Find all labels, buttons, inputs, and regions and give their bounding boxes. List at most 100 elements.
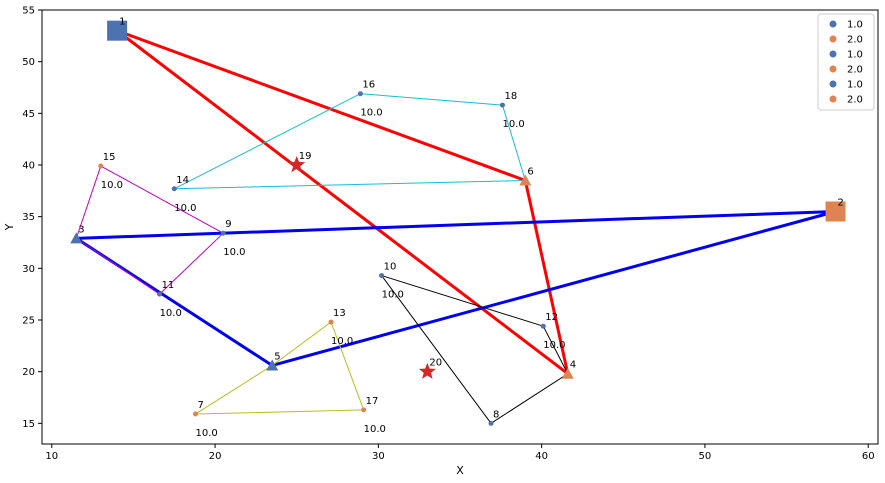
route-3-edge — [100, 165, 224, 234]
node-label-1: 1 — [119, 17, 125, 28]
node-label-11: 11 — [162, 280, 175, 291]
node-label-14: 14 — [176, 175, 189, 186]
route-3-edge — [76, 237, 160, 295]
node-label-18: 18 — [504, 91, 517, 102]
edge-weight-label: 10.0 — [174, 203, 196, 214]
route-5-edge — [381, 275, 492, 424]
x-tick-label: 20 — [209, 451, 222, 462]
y-tick-label: 25 — [22, 316, 35, 327]
node-label-20: 20 — [429, 358, 442, 369]
plot-frame — [41, 9, 879, 445]
route-5-edge — [542, 325, 569, 374]
edge-weight-label: 10.0 — [195, 428, 217, 439]
edge-weight-label: 10.0 — [160, 308, 182, 319]
y-tick-label: 30 — [22, 264, 35, 275]
y-tick-label: 15 — [22, 419, 35, 430]
x-tick-label: 40 — [535, 451, 548, 462]
node-19 — [288, 156, 306, 173]
node-5 — [266, 359, 279, 371]
route-1-edge — [76, 210, 836, 240]
labels-layer: 123456789101112131415161718192010.010.01… — [78, 17, 844, 439]
x-tick-label: 30 — [372, 451, 385, 462]
route-4-edge — [271, 321, 332, 366]
node-2 — [825, 201, 846, 222]
node-8 — [488, 420, 494, 426]
route-0-edge — [116, 29, 569, 375]
node-4 — [561, 367, 574, 379]
legend-marker — [829, 95, 837, 103]
route-3-edge — [75, 165, 102, 239]
y-tick-label: 50 — [22, 57, 35, 68]
node-1 — [107, 20, 128, 41]
node-label-4: 4 — [570, 360, 576, 371]
node-3 — [70, 232, 83, 244]
route-2-edge — [360, 93, 503, 106]
route-5-edge — [490, 373, 569, 424]
node-label-17: 17 — [366, 396, 379, 407]
legend-marker — [829, 35, 837, 43]
edge-weight-label: 10.0 — [543, 340, 565, 351]
legend-label: 2.0 — [847, 35, 863, 46]
x-tick-label: 50 — [699, 451, 712, 462]
route-2-edge — [174, 180, 526, 190]
node-13 — [328, 319, 334, 325]
route-2-edge — [174, 93, 361, 190]
route-2-edge — [501, 104, 526, 181]
node-label-6: 6 — [527, 167, 533, 178]
legend-label: 2.0 — [847, 65, 863, 76]
route-edges — [75, 29, 836, 424]
legend-marker — [829, 80, 837, 88]
node-label-10: 10 — [384, 262, 397, 273]
route-5-edge — [381, 275, 544, 327]
y-axis: 15 20 25 30 35 40 45 50 55 — [22, 6, 42, 430]
node-18 — [499, 102, 505, 108]
plot-background — [42, 10, 878, 444]
edge-weight-label: 10.0 — [382, 290, 404, 301]
legend-label: 1.0 — [847, 50, 863, 61]
node-7 — [192, 411, 198, 417]
node-label-12: 12 — [545, 312, 558, 323]
edge-weight-label: 10.0 — [223, 247, 245, 258]
y-tick-label: 20 — [22, 367, 35, 378]
node-label-13: 13 — [333, 308, 346, 319]
y-tick-label: 35 — [22, 212, 35, 223]
node-17 — [361, 407, 367, 413]
route-4-edge — [195, 409, 364, 415]
legend-marker — [829, 20, 837, 28]
node-label-3: 3 — [78, 224, 84, 235]
legend-box — [817, 13, 875, 111]
y-tick-label: 40 — [22, 161, 35, 172]
node-10 — [379, 273, 385, 279]
node-9 — [220, 230, 226, 236]
edge-weight-label: 10.0 — [364, 424, 386, 435]
route-0-edge — [116, 29, 526, 182]
legend-label: 1.0 — [847, 80, 863, 91]
nodes-layer — [70, 20, 846, 426]
node-label-7: 7 — [197, 400, 203, 411]
route-0-edge — [523, 180, 570, 375]
edge-weight-label: 10.0 — [502, 119, 524, 130]
x-tick-label: 60 — [862, 451, 875, 462]
node-label-19: 19 — [299, 151, 312, 162]
node-label-8: 8 — [493, 409, 499, 420]
x-axis-label: X — [456, 464, 464, 477]
y-tick-label: 45 — [22, 109, 35, 120]
node-6 — [519, 174, 532, 186]
route-3-edge — [159, 232, 224, 295]
legend-marker — [829, 50, 837, 58]
node-label-16: 16 — [362, 80, 375, 91]
y-axis-label: Y — [3, 223, 16, 231]
edge-weight-label: 10.0 — [101, 180, 123, 191]
route-1-edge — [75, 237, 274, 367]
route-4-edge — [195, 365, 273, 415]
legend: 1.0 2.0 1.0 2.0 1.0 2.0 — [817, 13, 875, 111]
node-label-2: 2 — [838, 198, 844, 209]
legend-marker — [829, 65, 837, 73]
node-label-5: 5 — [274, 351, 280, 362]
node-14 — [171, 186, 177, 192]
y-tick-label: 55 — [22, 6, 35, 17]
x-tick-label: 10 — [45, 451, 58, 462]
node-label-15: 15 — [103, 152, 116, 163]
node-20 — [418, 362, 436, 379]
